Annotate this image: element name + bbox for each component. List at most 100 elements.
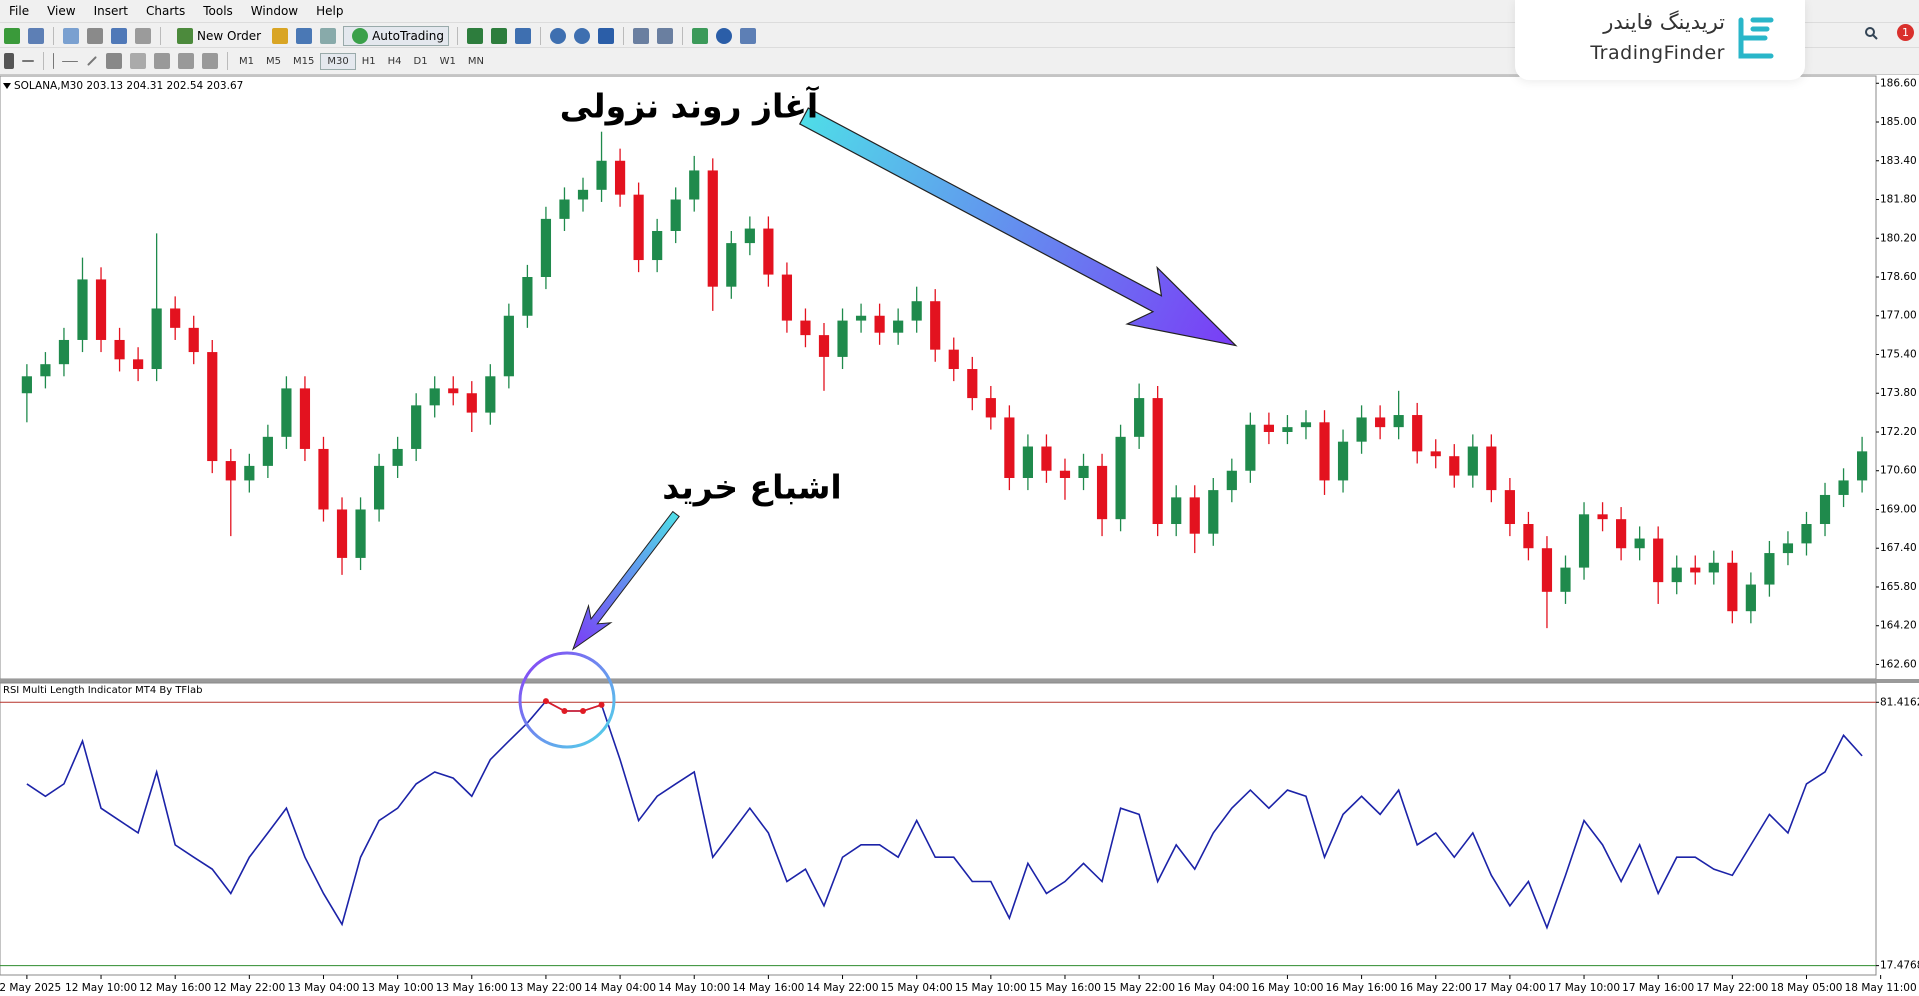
icon[interactable] xyxy=(22,60,34,62)
icon[interactable] xyxy=(202,53,218,69)
button-label: AutoTrading xyxy=(372,28,444,43)
icon[interactable] xyxy=(632,27,649,44)
logo-text-en: TradingFinder xyxy=(1590,42,1725,64)
overbought-marker xyxy=(561,708,568,715)
icon[interactable] xyxy=(4,27,20,44)
menu-item[interactable]: Tools xyxy=(203,4,233,18)
icon[interactable] xyxy=(320,27,337,44)
icon[interactable] xyxy=(272,27,289,44)
button-label: New Order xyxy=(197,28,262,43)
new-order-button[interactable]: New Order xyxy=(169,27,265,45)
candle-body xyxy=(1449,456,1460,476)
icon[interactable] xyxy=(296,27,313,44)
x-tick-label: 15 May 10:00 xyxy=(955,982,1027,994)
x-tick-label: 13 May 10:00 xyxy=(362,982,434,994)
icon[interactable] xyxy=(514,27,531,44)
icon[interactable] xyxy=(154,53,170,69)
candle-body xyxy=(614,160,626,195)
y-tick-label: 181.80 xyxy=(1880,194,1917,206)
icon[interactable] xyxy=(130,53,146,69)
candle-body xyxy=(726,243,737,287)
search-icon[interactable] xyxy=(1864,26,1878,40)
icon[interactable] xyxy=(4,53,14,69)
candle-body xyxy=(262,436,273,466)
menu-item[interactable]: Insert xyxy=(93,4,128,18)
autotrading-button[interactable]: AutoTrading xyxy=(343,25,449,46)
candle-body xyxy=(1245,424,1256,471)
overbought-marker xyxy=(580,708,587,715)
x-tick-label: 16 May 10:00 xyxy=(1251,982,1323,994)
timeframe-button[interactable]: M1 xyxy=(239,55,254,67)
candle-body xyxy=(95,279,107,340)
icon[interactable] xyxy=(573,27,590,44)
x-tick-label: 12 May 22:00 xyxy=(213,982,285,994)
icon[interactable] xyxy=(111,27,127,44)
candle-body xyxy=(21,376,32,394)
candle-body xyxy=(77,279,88,340)
icon[interactable] xyxy=(28,27,44,44)
pane-separator xyxy=(0,679,1919,683)
candle-body xyxy=(967,369,978,399)
y-tick-label: 180.20 xyxy=(1880,232,1917,244)
notification-badge[interactable]: 1 xyxy=(1897,24,1914,41)
logo-icon xyxy=(1738,17,1774,59)
y-tick-label: 173.80 xyxy=(1880,387,1917,399)
icon[interactable] xyxy=(597,27,614,44)
icon[interactable] xyxy=(466,27,483,44)
timeframe-button[interactable]: D1 xyxy=(413,55,428,67)
icon[interactable] xyxy=(106,53,122,69)
candle-body xyxy=(1319,422,1330,481)
icon[interactable] xyxy=(87,56,97,66)
x-tick-label: 17 May 10:00 xyxy=(1548,982,1620,994)
timeframe-button[interactable]: W1 xyxy=(439,55,456,67)
candle-body xyxy=(170,308,181,328)
menu-item[interactable]: Charts xyxy=(146,4,186,18)
icon[interactable] xyxy=(549,27,566,44)
icon[interactable] xyxy=(178,53,194,69)
candle-body xyxy=(1375,417,1386,428)
candle-body xyxy=(1578,514,1590,568)
icon[interactable] xyxy=(87,27,103,44)
icon[interactable] xyxy=(656,27,673,44)
x-tick-label: 13 May 22:00 xyxy=(510,982,582,994)
menu-item[interactable]: File xyxy=(9,4,30,18)
candle-body xyxy=(930,301,941,350)
candle-body xyxy=(948,349,959,370)
x-tick-label: 15 May 22:00 xyxy=(1103,982,1175,994)
candle-body xyxy=(1226,470,1237,491)
plots: 186.60 185.00 183.40 181.80 180.20 178.60 177.… xyxy=(0,77,1919,994)
x-tick-label: 16 May 22:00 xyxy=(1400,982,1472,994)
menu-item[interactable]: View xyxy=(47,4,76,18)
menu-item[interactable]: Help xyxy=(316,4,344,18)
candle-body xyxy=(392,448,403,466)
timeframe-button[interactable]: MN xyxy=(467,55,484,67)
timeframe-button[interactable]: M30 xyxy=(320,52,356,70)
candle-body xyxy=(188,327,199,353)
candle-body xyxy=(485,376,496,413)
icon[interactable] xyxy=(715,27,732,44)
icon[interactable] xyxy=(691,27,708,44)
header-arrow xyxy=(3,83,11,89)
candle-body xyxy=(373,465,385,510)
icon[interactable] xyxy=(53,53,54,69)
candle-body xyxy=(114,339,125,360)
x-tick-label: 14 May 10:00 xyxy=(658,982,730,994)
icon[interactable] xyxy=(490,27,507,44)
candle-body xyxy=(1467,446,1478,476)
candle-body xyxy=(503,315,514,377)
y-tick-label: 175.40 xyxy=(1880,348,1917,360)
timeframe-button[interactable]: H1 xyxy=(361,55,376,67)
icon[interactable] xyxy=(63,27,79,44)
icon[interactable] xyxy=(62,60,78,62)
candle-body xyxy=(1727,562,1738,612)
icon[interactable] xyxy=(135,27,151,44)
icon[interactable] xyxy=(739,27,756,44)
x-tick-label: 12 May 10:00 xyxy=(65,982,137,994)
timeframe-button[interactable]: H4 xyxy=(387,55,402,67)
timeframe-button[interactable]: M15 xyxy=(293,55,315,67)
logo: تریدینگ فایندر TradingFinder xyxy=(1515,0,1805,80)
menu-item[interactable]: Window xyxy=(250,4,299,18)
candle-body xyxy=(318,448,329,510)
timeframe-button[interactable]: M5 xyxy=(266,55,281,67)
